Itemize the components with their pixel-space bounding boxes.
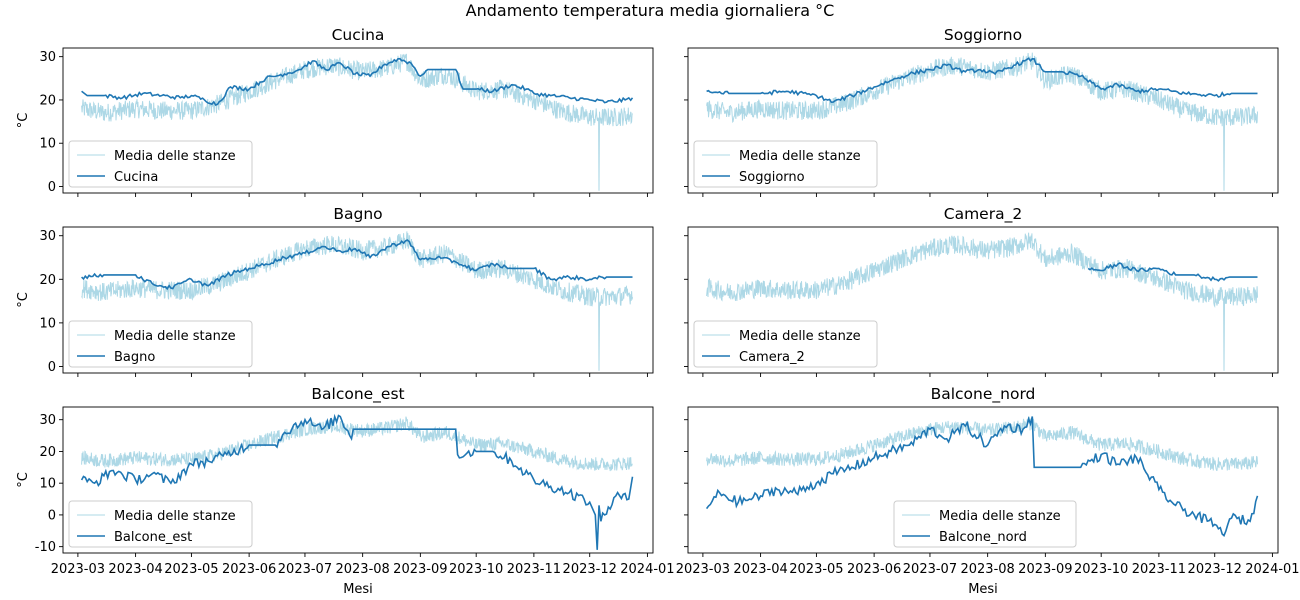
legend-label: Media delle stanze: [114, 509, 236, 524]
x-tick-label: 2023-12: [563, 562, 617, 577]
series-line-balcone_nord: [705, 416, 1259, 537]
legend: Media delle stanze Camera_2: [693, 320, 878, 368]
legend-box: [693, 140, 878, 188]
subplot-title: Bagno: [333, 205, 382, 223]
legend-label: Soggiorno: [739, 170, 805, 185]
y-tick-label: 30: [39, 229, 56, 244]
subplot-title: Soggiorno: [944, 26, 1022, 44]
legend-box: [68, 320, 253, 368]
axes-frame: [687, 406, 1279, 554]
legend-label: Bagno: [114, 350, 155, 365]
legend-label: Media delle stanze: [739, 149, 861, 164]
subplot-soggiorno: Soggiorno Media delle stanze Soggiorno: [684, 26, 1279, 197]
legend-label: Balcone_est: [114, 530, 192, 545]
y-tick-label: 20: [39, 273, 56, 288]
series-line-mean: [706, 416, 1258, 471]
legend-box: [68, 500, 253, 548]
x-tick-label: 2023-09: [393, 562, 447, 577]
x-tick-label: 2023-10: [1074, 562, 1128, 577]
legend-box: [893, 500, 1077, 548]
x-axis-label: Mesi: [968, 582, 998, 597]
x-tick-label: 2024-01: [620, 562, 674, 577]
legend: Media delle stanze Cucina: [68, 140, 253, 188]
series-line-bagno: [81, 239, 633, 291]
legend-label: Media delle stanze: [739, 329, 861, 344]
legend-label: Media delle stanze: [114, 149, 236, 164]
x-tick-label: 2023-11: [507, 562, 561, 577]
x-tick-label: 2023-04: [733, 562, 787, 577]
x-tick-label: 2023-10: [449, 562, 503, 577]
subplot-title: Camera_2: [944, 205, 1022, 224]
x-tick-label: 2023-09: [1018, 562, 1072, 577]
series-line-balcone_est: [80, 413, 634, 550]
subplot-camera_2: Camera_2 Media delle stanze Camera_2: [684, 205, 1279, 377]
x-tick-label: 2023-06: [222, 562, 276, 577]
x-tick-label: 2023-06: [847, 562, 901, 577]
series-line-mean: [706, 52, 1258, 191]
series-line-mean: [706, 232, 1258, 371]
y-tick-label: 10: [39, 477, 56, 492]
series-line-mean: [81, 53, 633, 191]
x-tick-label: 2023-04: [108, 562, 162, 577]
x-tick-label: 2023-07: [903, 562, 957, 577]
x-tick-label: 2023-03: [676, 562, 730, 577]
series-line-mean: [81, 416, 633, 472]
y-tick-label: 10: [39, 137, 56, 152]
subplot-title: Balcone_nord: [931, 385, 1036, 404]
legend: Media delle stanze Balcone_est: [68, 500, 253, 548]
axes-frame: [687, 226, 1279, 374]
y-tick-label: 0: [48, 360, 56, 375]
legend-label: Cucina: [114, 170, 158, 185]
y-tick-label: 0: [48, 180, 56, 195]
x-axis-label: Mesi: [343, 582, 373, 597]
x-tick-label: 2023-05: [164, 562, 218, 577]
x-tick-label: 2023-12: [1188, 562, 1242, 577]
x-tick-label: 2023-03: [51, 562, 105, 577]
axes-frame: [62, 226, 654, 374]
x-tick-label: 2023-08: [335, 562, 389, 577]
series-line-camera_2: [1087, 262, 1258, 282]
subplot-cucina: 0 10 20 30 Cucina °C Media delle stanze Cucina: [16, 26, 654, 197]
legend-label: Media delle stanze: [114, 329, 236, 344]
legend-box: [693, 320, 878, 368]
subplot-balcone_nord: 2023-03 2023-04 2023-05 2023-06 2023-07 2023-…: [676, 385, 1300, 597]
y-tick-label: 20: [39, 93, 56, 108]
y-tick-label: -10: [35, 540, 56, 555]
x-tick-label: 2023-05: [789, 562, 843, 577]
y-tick-label: 10: [39, 316, 56, 331]
series-line-cucina: [81, 57, 634, 106]
subplot-title: Balcone_est: [311, 385, 404, 404]
y-axis-label: °C: [16, 292, 31, 308]
axes-frame: [62, 47, 654, 194]
figure-title: Andamento temperatura media giornaliera …: [465, 1, 835, 20]
y-axis-label: °C: [16, 113, 31, 129]
x-tick-label: 2023-11: [1132, 562, 1186, 577]
series-line-soggiorno: [706, 57, 1258, 104]
y-tick-label: 30: [39, 50, 56, 65]
legend-label: Balcone_nord: [939, 530, 1027, 545]
axes-frame: [62, 406, 654, 554]
subplot-bagno: 0 10 20 30 Bagno °C Media delle stanze Bagno: [16, 205, 654, 377]
y-tick-label: 20: [39, 445, 56, 460]
x-tick-label: 2024-01: [1245, 562, 1299, 577]
series-line-mean: [81, 231, 633, 371]
x-tick-label: 2023-08: [960, 562, 1014, 577]
x-tick-label: 2023-07: [278, 562, 332, 577]
subplot-title: Cucina: [332, 26, 385, 44]
legend-label: Media delle stanze: [939, 509, 1061, 524]
axes-frame: [687, 47, 1279, 194]
legend-box: [68, 140, 253, 188]
legend: Media delle stanze Balcone_nord: [893, 500, 1077, 548]
y-tick-label: 30: [39, 413, 56, 428]
y-axis-label: °C: [16, 472, 31, 488]
y-tick-label: 0: [48, 508, 56, 523]
legend-label: Camera_2: [739, 350, 805, 365]
legend: Media delle stanze Soggiorno: [693, 140, 878, 188]
legend: Media delle stanze Bagno: [68, 320, 253, 368]
